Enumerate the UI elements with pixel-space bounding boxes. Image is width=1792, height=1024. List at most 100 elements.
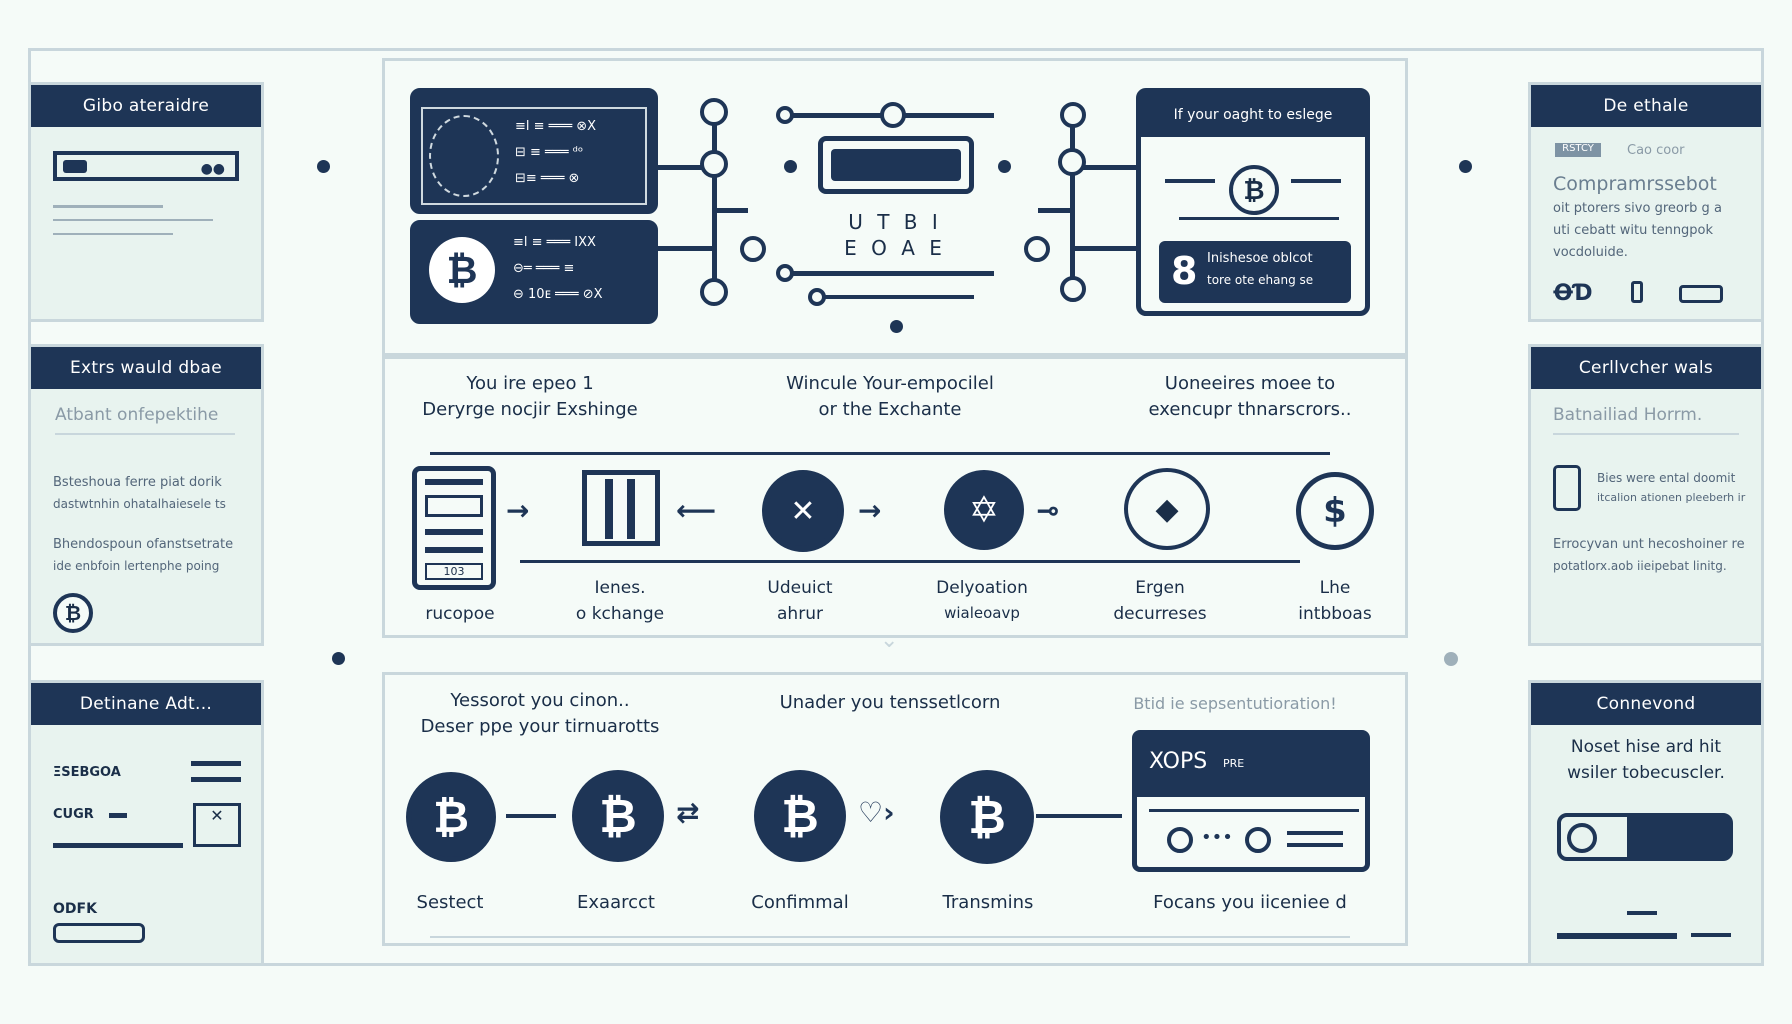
left-card-1-title: Gibo ateraidre (31, 85, 261, 127)
middle-bottom-dash (520, 560, 1300, 563)
frame-bottom-line (28, 963, 1764, 966)
phone-icon[interactable] (1631, 281, 1643, 303)
bitcoin-icon: ₿ (1229, 165, 1279, 215)
step-label-6a: Lhe (1319, 578, 1351, 598)
star-coin-icon: ✡ (944, 470, 1024, 550)
chevron-down-icon: ⌄ (880, 628, 899, 653)
connector-line (712, 110, 717, 296)
bitcoin-symbol: ₿ (1243, 175, 1265, 206)
device-bar (425, 479, 483, 485)
right-card-2-line-1: Bies were ental doomit (1597, 471, 1736, 485)
middle-caption-3a: Uoneeires moee to (1164, 373, 1336, 394)
bottom-panel (382, 672, 1408, 946)
phone-icon (1553, 465, 1581, 511)
bottom-caption-1b: Deser ppe your tirnuarotts (420, 716, 660, 737)
banner-number: 8 (1171, 249, 1198, 293)
left-card-3-bar (53, 843, 183, 848)
step-label-1b: rucopoe (425, 604, 495, 624)
middle-caption-3b: exencupr thnarscrors.. (1148, 399, 1352, 420)
bitcoin-symbol: ₿ (968, 790, 1006, 844)
connector-dot (784, 160, 797, 173)
left-card-1-line-b (53, 219, 213, 221)
bitcoin-symbol: ₿ (64, 600, 82, 625)
left-card-2-line-3: Bhendospoun ofanstsetrate (53, 537, 234, 552)
left-card-1-input[interactable]: ●● (53, 151, 239, 181)
node-icon (1024, 236, 1050, 262)
step-label-2a: Ienes. (594, 578, 646, 598)
lightbulb-icon (700, 278, 728, 306)
ledger-col (605, 479, 613, 539)
lightbulb-icon (700, 98, 728, 126)
exchange-coin-icon: ✕ (762, 470, 844, 552)
slider-knob[interactable] (776, 106, 794, 124)
left-card-2-divider (55, 433, 235, 435)
connector-dot (317, 160, 330, 173)
heart-arrow-icon: ♡› (858, 796, 895, 829)
device-screen (425, 495, 483, 517)
step-label-6b: intbboas (1298, 604, 1372, 624)
right-card-1-title: De ethale (1531, 85, 1761, 127)
connector-line (1036, 814, 1122, 818)
wallet-card-toggle[interactable] (1557, 813, 1733, 861)
middle-caption-1b: Deryrge nocjir Exshinge (422, 399, 638, 420)
step-label-2b: o kchange (575, 604, 665, 624)
swap-arrows-icon: ⇄ (676, 796, 700, 829)
bitcoin-coin-transmit: ₿ (940, 770, 1034, 864)
connector-line (1072, 246, 1138, 251)
arrow-right-icon: → (506, 494, 530, 527)
left-card-3-input[interactable] (53, 923, 145, 943)
node-icon (1058, 148, 1086, 176)
top-right-screen-banner[interactable]: 8 Inishesoe oblcot tore ote ehang se (1159, 241, 1351, 303)
bottom-screen-tag: PRE (1223, 757, 1245, 770)
exchange-screen (831, 149, 961, 181)
close-icon[interactable]: ✕ (193, 803, 241, 847)
card-icon[interactable] (1679, 285, 1723, 303)
screen-line (1165, 179, 1215, 183)
screen-line (1149, 809, 1359, 812)
ledger-icon (582, 470, 660, 546)
left-card-3-label-1: ΞSEBGOA (53, 765, 121, 780)
middle-top-dash (430, 452, 1330, 455)
connector-line (658, 165, 714, 170)
slider-knob[interactable] (776, 264, 794, 282)
slider-knob[interactable] (880, 102, 906, 128)
left-card-1-dots-icon: ●● (200, 161, 225, 177)
lightbulb-icon (1060, 276, 1086, 302)
slider-line (784, 271, 994, 276)
coin-label-extract: Exaarcct (577, 892, 655, 913)
left-card-1: Gibo ateraidre ●● (28, 82, 264, 322)
right-card-3-line (1627, 911, 1657, 915)
node-icon (700, 150, 728, 178)
bottom-screen-label: Focans you iiceniee d (1153, 892, 1347, 913)
right-card-2-line-4: potatlorx.aob iieipebat linitg. (1553, 559, 1727, 573)
link-icon[interactable]: ꝊƊ (1553, 281, 1593, 306)
left-card-2-line-4: ide enbfoin lertenphe poing (53, 559, 220, 573)
screen-line (1179, 217, 1339, 220)
connector-dot (332, 652, 345, 665)
bottom-caption-3a: Btid ie sepsentutioration! (1133, 694, 1337, 713)
connector-line (714, 208, 748, 213)
more-icon: ••• (1201, 827, 1233, 848)
bitcoin-symbol: ₿ (599, 789, 637, 843)
right-card-2-divider (1553, 433, 1739, 435)
bitcoin-symbol: ₿ (433, 791, 469, 843)
left-card-3-menu-line (191, 777, 241, 782)
device-label: 103 (425, 563, 483, 580)
right-card-1-line-2: uti cebatt witu tenngpok (1553, 223, 1714, 238)
bottom-screen: XOPS PRE ••• (1132, 730, 1370, 872)
connector-line (1072, 165, 1138, 170)
right-card-3-bar (1557, 933, 1677, 939)
arrow-left-icon: ⟵ (676, 494, 717, 527)
device-bar (425, 529, 483, 535)
dollar-coin-icon: $ (1296, 472, 1374, 550)
bitcoin-coin-extract: ₿ (572, 770, 664, 862)
screen-row: ⊟ ≡ ═══ ᵈᵒ (515, 145, 584, 160)
left-card-3-label-3: ODFK (53, 901, 97, 917)
screen-body: ≡l ≡ ═══ ⊗X ⊟ ≡ ═══ ᵈᵒ ⊟≡ ═══ ⊗ (421, 107, 647, 205)
right-card-1-heading: Compramrssebot (1553, 173, 1717, 195)
arrow-right-icon: ⊸ (1036, 494, 1060, 527)
right-card-1-tag-text: Cao coor (1627, 143, 1685, 158)
bottom-divider (430, 936, 1350, 938)
arrow-right-icon: → (858, 494, 882, 527)
step-label-3a: Udeuict (767, 578, 833, 598)
